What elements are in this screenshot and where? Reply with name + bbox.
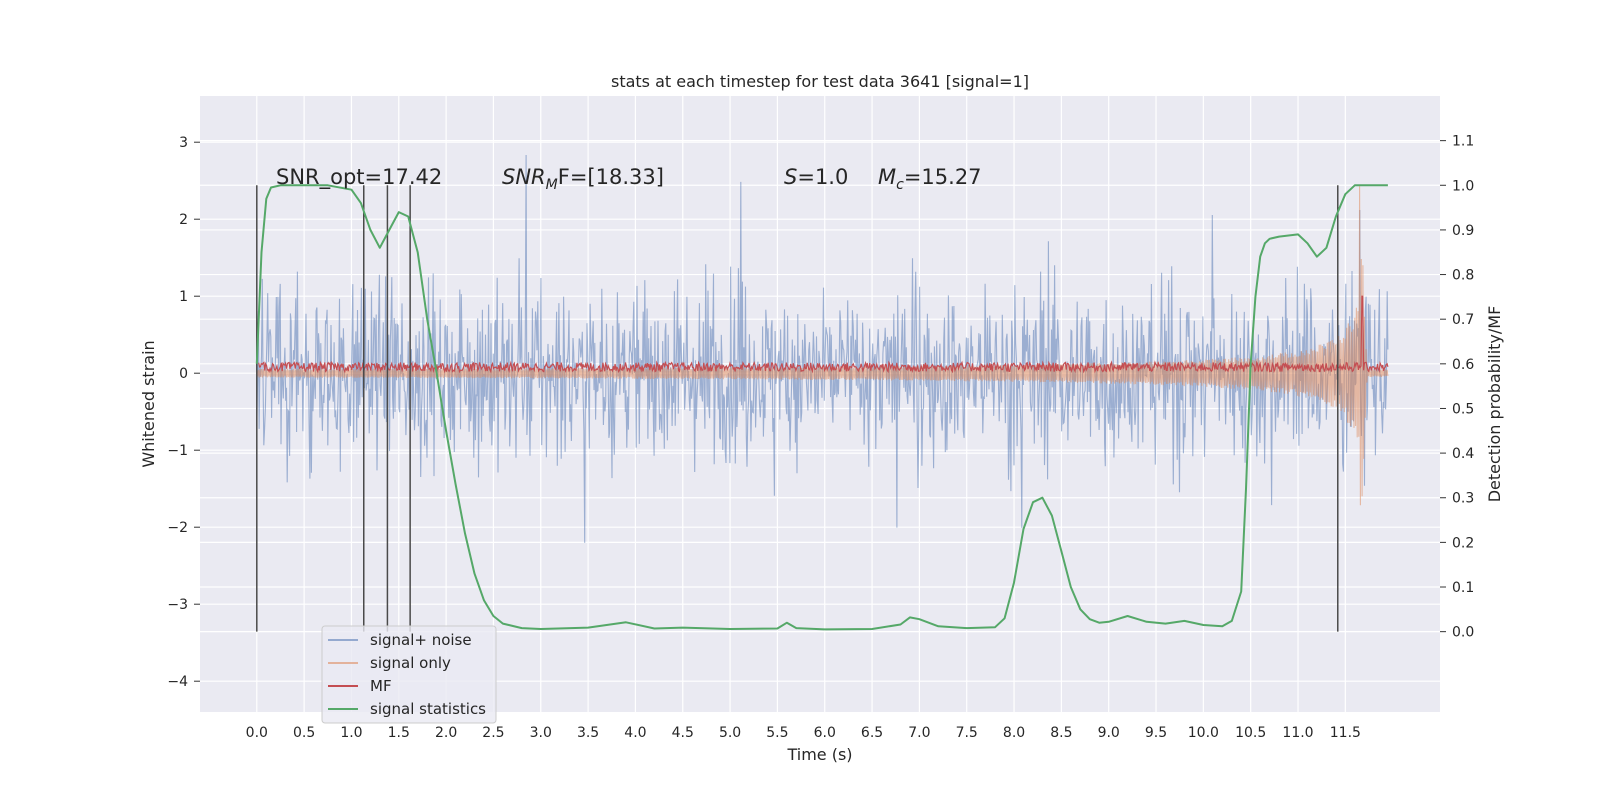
annotation-snr-opt: SNR_opt=17.42 bbox=[276, 165, 442, 190]
x-tick-label: 1.0 bbox=[340, 725, 362, 741]
x-tick-label: 0.5 bbox=[293, 725, 315, 741]
x-tick-label: 11.0 bbox=[1282, 725, 1313, 741]
x-tick-label: 4.0 bbox=[624, 725, 646, 741]
x-tick-label: 8.0 bbox=[1003, 725, 1025, 741]
annotation-snr-mf: SNRMF=[18.33] bbox=[502, 165, 664, 193]
legend-label-signal-statistics: signal statistics bbox=[370, 700, 486, 718]
legend-label-signal-noise: signal+ noise bbox=[370, 631, 472, 649]
y-right-tick-label: 1.1 bbox=[1452, 134, 1474, 150]
chart-title: stats at each timestep for test data 364… bbox=[611, 72, 1029, 91]
y-tick-label: 2 bbox=[179, 212, 188, 228]
y-tick-label: −1 bbox=[167, 443, 188, 459]
x-tick-label: 10.5 bbox=[1235, 725, 1266, 741]
y-right-tick-label: 0.9 bbox=[1452, 223, 1474, 239]
y-right-tick-label: 1.0 bbox=[1452, 178, 1474, 194]
y-tick-label: −2 bbox=[167, 520, 188, 536]
y-right-tick-label: 0.8 bbox=[1452, 268, 1474, 284]
y-right-tick-label: 0.6 bbox=[1452, 357, 1474, 373]
x-tick-label: 3.5 bbox=[577, 725, 599, 741]
x-tick-label: 5.5 bbox=[766, 725, 788, 741]
series-mf-line bbox=[258, 295, 1389, 374]
y-right-tick-label: 0.3 bbox=[1452, 491, 1474, 507]
legend-label-signal-only: signal only bbox=[370, 654, 451, 672]
y-axis-label: Whitened strain bbox=[139, 340, 158, 467]
y-right-tick-label: 0.0 bbox=[1452, 625, 1474, 641]
x-tick-label: 7.5 bbox=[956, 725, 978, 741]
y-tick-label: 3 bbox=[179, 135, 188, 151]
x-tick-label: 1.5 bbox=[388, 725, 410, 741]
legend-box bbox=[321, 625, 497, 724]
y-tick-label: −4 bbox=[167, 674, 188, 690]
x-tick-label: 9.0 bbox=[1098, 725, 1120, 741]
y-tick-label: 0 bbox=[179, 366, 188, 382]
x-tick-label: 6.0 bbox=[814, 725, 836, 741]
axes-layer: 0.0 0.5 1.0 1.5 2.0 2.5 3.0 3.5 4.0 4.5 5.0 5.5 6.0 6… bbox=[167, 134, 1474, 741]
x-tick-label: 3.0 bbox=[530, 725, 552, 741]
y-tick-label: 1 bbox=[179, 289, 188, 305]
x-tick-label: 7.0 bbox=[908, 725, 930, 741]
y-right-tick-label: 0.1 bbox=[1452, 580, 1474, 596]
x-tick-label: 8.5 bbox=[1050, 725, 1072, 741]
y-right-tick-label: 0.4 bbox=[1452, 446, 1474, 462]
x-tick-label: 5.0 bbox=[719, 725, 741, 741]
x-tick-label: 2.0 bbox=[435, 725, 457, 741]
x-tick-label: 9.5 bbox=[1145, 725, 1167, 741]
x-tick-label: 0.0 bbox=[246, 725, 268, 741]
annotation-s: S=1.0 bbox=[784, 165, 848, 189]
y-right-tick-label: 0.7 bbox=[1452, 312, 1474, 328]
x-tick-label: 2.5 bbox=[482, 725, 504, 741]
legend-label-mf: MF bbox=[370, 677, 392, 695]
series-signal-statistics-line bbox=[255, 184, 1388, 631]
y-tick-label: −3 bbox=[167, 597, 188, 613]
y-axis-right-label: Detection probability/MF bbox=[1485, 306, 1504, 503]
y-right-tick-label: 0.2 bbox=[1452, 535, 1474, 551]
x-tick-label: 6.5 bbox=[861, 725, 883, 741]
x-tick-label: 4.5 bbox=[672, 725, 694, 741]
annotations: SNR_opt=17.42 SNRMF=[18.33] S=1.0 Mc=15.… bbox=[276, 165, 982, 193]
x-axis-label: Time (s) bbox=[786, 745, 852, 764]
x-tick-label: 10.0 bbox=[1188, 725, 1219, 741]
x-tick-label: 11.5 bbox=[1330, 725, 1361, 741]
legend: signal+ noise signal only MF signal stat… bbox=[321, 625, 497, 724]
y-right-tick-label: 0.5 bbox=[1452, 401, 1474, 417]
data-layer bbox=[255, 154, 1389, 632]
annotation-mc: Mc=15.27 bbox=[878, 165, 982, 193]
